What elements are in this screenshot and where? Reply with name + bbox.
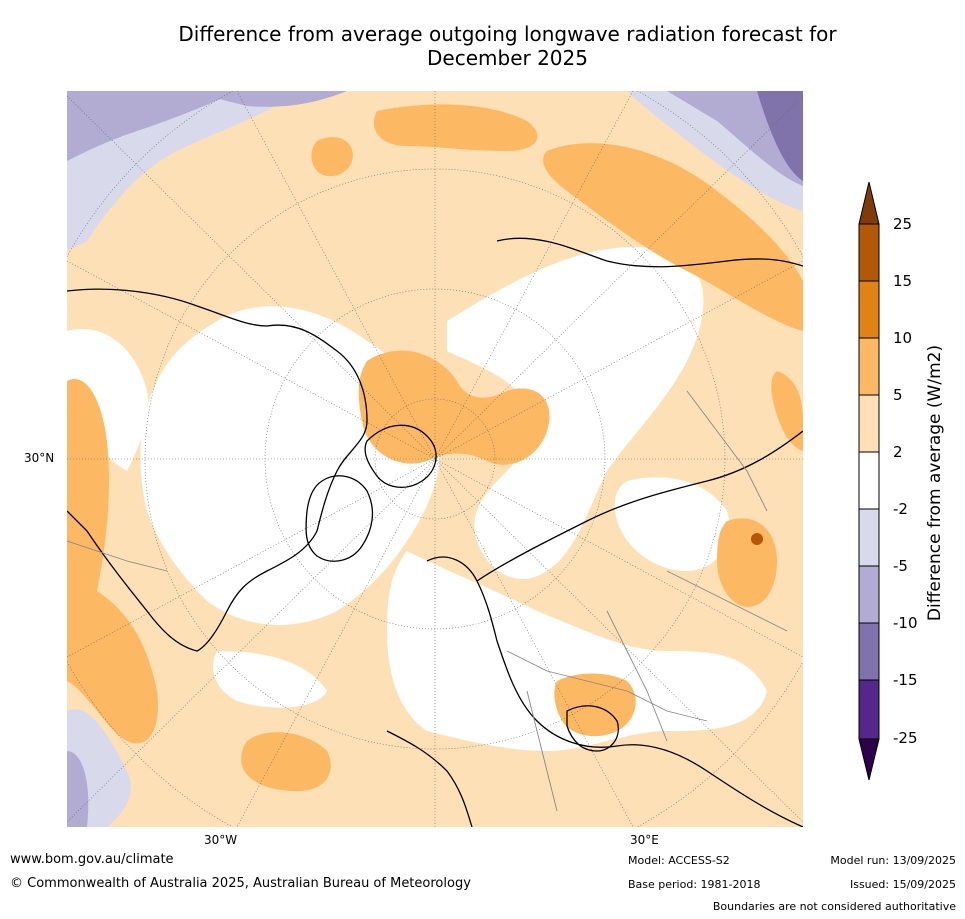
anomaly-pos-northeast bbox=[543, 143, 803, 331]
title-line-1: Difference from average outgoing longwav… bbox=[178, 22, 837, 46]
colorbar-over-triangle bbox=[858, 181, 880, 225]
anomaly-pos-north-2 bbox=[311, 137, 353, 177]
coastlines bbox=[67, 237, 803, 827]
footer-model: Model: ACCESS-S2 bbox=[628, 854, 730, 867]
colorbar-bin-m10-m5 bbox=[858, 565, 880, 624]
colorbar-tick: -10 bbox=[893, 614, 918, 632]
footer-base-period: Base period: 1981-2018 bbox=[628, 878, 761, 891]
anomaly-neutral-central-asia bbox=[614, 477, 730, 571]
colorbar-tick: -25 bbox=[893, 729, 918, 747]
anomaly-pos-north-1 bbox=[373, 104, 538, 151]
colorbar-tick: 15 bbox=[893, 272, 913, 290]
footer-copyright: © Commonwealth of Australia 2025, Austra… bbox=[10, 876, 471, 891]
lon-label-30e: 30°E bbox=[630, 833, 659, 847]
footer-issued: Issued: 15/09/2025 bbox=[849, 878, 956, 891]
colorbar-bin-15-25 bbox=[858, 223, 880, 282]
colorbar-under-triangle bbox=[858, 738, 880, 781]
lon-label-30w: 30°W bbox=[204, 833, 238, 847]
colorbar-bin-m5-m2 bbox=[858, 508, 880, 567]
anomaly-neg-sw-strong bbox=[67, 751, 89, 827]
graticule bbox=[67, 91, 803, 827]
map-canvas bbox=[67, 91, 803, 827]
anomaly-neg-n bbox=[187, 91, 347, 107]
colorbar-tick: -5 bbox=[893, 557, 908, 575]
anomaly-pos-east-edge bbox=[771, 371, 803, 451]
colorbar-tick: -15 bbox=[893, 671, 918, 689]
footer-model-run: Model run: 13/09/2025 bbox=[830, 854, 956, 867]
footer-disclaimer: Boundaries are not considered authoritat… bbox=[712, 900, 956, 913]
colorbar-bin-m25-m15 bbox=[858, 679, 880, 740]
colorbar bbox=[858, 181, 880, 781]
lat-label-30n: 30°N bbox=[24, 451, 55, 465]
colorbar-tick: 5 bbox=[893, 386, 903, 404]
colorbar-bin-m15-m10 bbox=[858, 622, 880, 681]
anomaly-pos-pacific bbox=[67, 379, 158, 744]
anomaly-neg-nw-strong bbox=[67, 91, 237, 161]
anomaly-pos-mideast bbox=[554, 673, 636, 737]
anomaly-neg-ne-strong bbox=[757, 91, 803, 181]
title-line-2: December 2025 bbox=[427, 46, 588, 70]
anomaly-neutral-siberia bbox=[447, 247, 704, 580]
colorbar-bin-m2-2 bbox=[858, 451, 880, 510]
colorbar-tick: 25 bbox=[893, 215, 913, 233]
colorbar-bin-5-10 bbox=[858, 337, 880, 396]
footer-website: www.bom.gov.au/climate bbox=[10, 852, 174, 867]
colorbar-bin-2-5 bbox=[858, 394, 880, 453]
colorbar-label: Difference from average (W/m2) bbox=[925, 344, 945, 622]
country-borders bbox=[67, 390, 788, 812]
colorbar-tick: -2 bbox=[893, 500, 908, 518]
colorbar-bin-10-15 bbox=[858, 280, 880, 339]
anomaly-pos-arctic bbox=[358, 350, 550, 465]
anomaly-neutral-west-edge bbox=[67, 329, 148, 471]
map-title: Difference from average outgoing longwav… bbox=[60, 22, 955, 70]
colorbar-tick: 2 bbox=[893, 443, 903, 461]
colorbar-tick: 10 bbox=[893, 329, 913, 347]
anomaly-pos-atlantic bbox=[241, 732, 331, 791]
polar-map bbox=[67, 91, 803, 827]
anomaly-neutral-atlantic bbox=[213, 651, 327, 708]
anomaly-neutral-europe bbox=[387, 551, 767, 751]
anomaly-pos-strong bbox=[751, 533, 763, 545]
